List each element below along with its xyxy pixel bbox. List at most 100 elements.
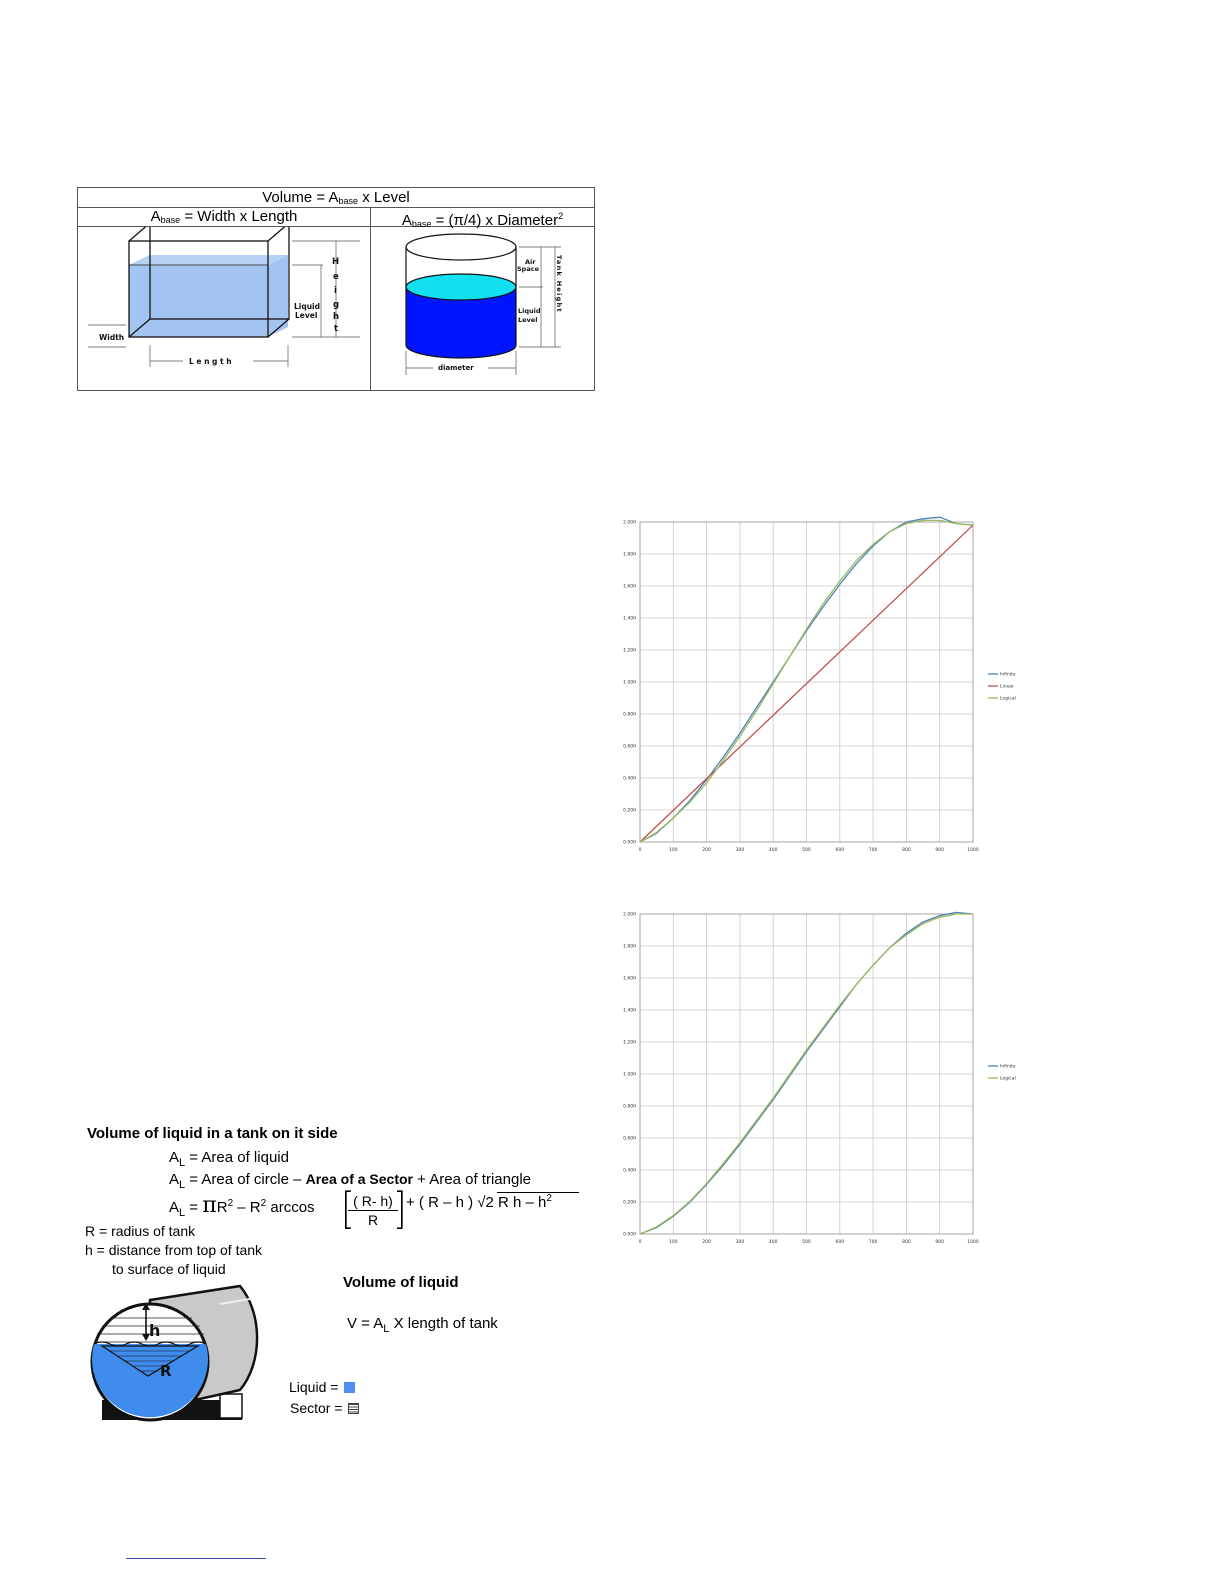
rect-length-label: L e n g t h (189, 357, 232, 366)
f3-d-sup: 2 (546, 1193, 552, 1204)
rect-area-formula: Abase = Width x Length (78, 207, 371, 227)
chart1-series-linear (639, 524, 974, 843)
f3-pi: π (202, 1193, 217, 1218)
volume-formula-text: Volume = A (262, 189, 339, 206)
rect-formula-tail: = Width x Length (180, 208, 298, 225)
chart2-ytick-0: 0.000 (623, 1232, 636, 1238)
cyl-air-space-2: Space (517, 265, 540, 273)
chart1-ytick-3: 0.600 (623, 744, 636, 750)
f3-b-sup: 2 (260, 1198, 267, 1209)
chart1-xtick-4: 400 (769, 847, 778, 853)
chart1-series-infinite (639, 516, 974, 843)
rect-height-label-i: i (334, 286, 337, 296)
chart2-xtick-2: 200 (702, 1239, 711, 1245)
f3-b: – R (233, 1199, 261, 1216)
def-radius: R = radius of tank (85, 1223, 196, 1239)
chart2-xtick-5: 500 (802, 1239, 811, 1245)
formula-line-3-tail: + ( R – h ) √2 R h – h2 (406, 1193, 552, 1211)
chart1-xtick-0: 0 (639, 847, 642, 853)
chart1-xtick-10: 1000 (967, 847, 979, 853)
cyl-tank-diagram: Air Space Liquid Level Tank Height diame… (405, 233, 563, 375)
legend-liquid-text: Liquid = (289, 1379, 339, 1395)
rect-tank-diagram: H e i g h t Liquid Level Width L e n g t… (88, 227, 360, 367)
chart1-ytick-9: 1.800 (623, 552, 636, 558)
rect-width-label: Width (99, 333, 124, 342)
rect-height-label-h: H (332, 257, 339, 267)
def-h-1: h = distance from top of tank (85, 1242, 263, 1258)
rect-formula-sub: base (160, 215, 181, 225)
sector-swatch (348, 1403, 360, 1414)
chart2-xtick-8: 800 (902, 1239, 911, 1245)
chart-volume-curves-2: 0 100 200 300 400 500 600 700 800 900 1000 0.000 0.2… (623, 912, 1016, 1246)
table-divider (370, 227, 371, 391)
volume-liquid-formula: V = AL X length of tank (347, 1315, 498, 1335)
chart2-xtick-4: 400 (769, 1239, 778, 1245)
chart2-xtick-9: 900 (935, 1239, 944, 1245)
chart1-xtick-6: 600 (836, 847, 845, 853)
chart-volume-curves-1: 0 100 200 300 400 500 600 700 800 900 1000 0.000 0.2… (623, 516, 1016, 853)
volume-formula-figure: Volume = A base x Level Abase = Width x L… (77, 187, 595, 391)
chart2-ytick-9: 1.800 (623, 944, 636, 950)
legend-liquid: Liquid = (289, 1379, 356, 1395)
cyl-liquid-level-2: Level (518, 316, 537, 324)
chart1-xtick-5: 500 (802, 847, 811, 853)
cyl-diameter-label: diameter (438, 364, 474, 372)
f3-eq: = (185, 1199, 203, 1216)
chart1-ytick-10: 2.000 (623, 520, 636, 526)
fraction-numerator: ( R- h) (348, 1192, 398, 1211)
formula-line-2: AL = Area of circle – Area of a Sector +… (169, 1171, 531, 1191)
sqrt-overline (497, 1192, 579, 1193)
cyl-air-space-1: Air (525, 258, 536, 266)
chart1-xtick-8: 800 (902, 847, 911, 853)
f2-prefix: A (169, 1171, 180, 1188)
cyl-tank-height-label: Tank Height (555, 255, 563, 313)
f2-eq: = Area of circle – (185, 1171, 306, 1188)
chart1-xtick-1: 100 (669, 847, 678, 853)
chart2-ytick-7: 1.400 (623, 1008, 636, 1014)
chart2-ytick-3: 0.600 (623, 1136, 636, 1142)
def-h-2: to surface of liquid (112, 1261, 226, 1277)
tank-h-label: h (149, 1321, 160, 1340)
cyl-formula-text: A (401, 212, 412, 229)
chart1-xtick-3: 300 (736, 847, 745, 853)
rect-height-label-h2: h (333, 312, 339, 322)
chart2-ytick-10: 2.000 (623, 912, 636, 918)
rect-height-label-t: t (334, 324, 338, 334)
chart1-legend-infinite: Infinite (1000, 672, 1016, 678)
f3-sub: L (179, 1207, 186, 1219)
chart1-ytick-8: 1.600 (623, 584, 636, 590)
chart2-ytick-8: 1.600 (623, 976, 636, 982)
f2-sector: Area of a Sector (305, 1171, 413, 1187)
chart2-legend-logical: Logical (1000, 1076, 1016, 1082)
chart2-plot-border (639, 913, 974, 1235)
chart2-xtick-10: 1000 (967, 1239, 979, 1245)
chart2-xtick-6: 600 (836, 1239, 845, 1245)
cyl-formula-sup: 2 (558, 211, 564, 221)
chart1-xtick-9: 900 (935, 847, 944, 853)
f1-prefix: A (169, 1149, 180, 1166)
f2-sub: L (179, 1179, 186, 1191)
chart2-ytick-2: 0.400 (623, 1168, 636, 1174)
cyl-formula-sub: base (411, 219, 432, 229)
formula-line-1: AL = Area of liquid (169, 1149, 289, 1169)
cyl-formula-tail: = (π/4) x Diameter (431, 212, 559, 229)
liquid-swatch (344, 1382, 356, 1393)
f1-sub: L (179, 1157, 186, 1169)
volume-formula-tail: x Level (358, 189, 410, 206)
chart2-legend-infinite: Infinite (1000, 1064, 1016, 1070)
cyl-liquid-level-1: Liquid (518, 307, 541, 315)
chart2-xtick-3: 300 (736, 1239, 745, 1245)
f3-a: R (216, 1199, 228, 1216)
chart2-ytick-4: 0.800 (623, 1104, 636, 1110)
chart1-xtick-7: 700 (869, 847, 878, 853)
horizontal-tank-diagram: h R (90, 1284, 259, 1422)
f3-a-sup: 2 (227, 1198, 234, 1209)
chart2-xtick-0: 0 (639, 1239, 642, 1245)
chart2-ytick-5: 1.000 (623, 1072, 636, 1078)
legend-sector-text: Sector = (290, 1400, 343, 1416)
chart1-series-logical (639, 519, 974, 843)
vol-prefix: V = A (347, 1315, 384, 1332)
rect-liquid-level-1: Liquid (294, 302, 320, 311)
f3-prefix: A (169, 1199, 180, 1216)
formula-line-3: AL = πR2 – R2 arccos (169, 1193, 315, 1219)
